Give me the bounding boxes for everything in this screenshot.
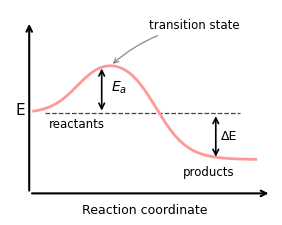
Text: Reaction coordinate: Reaction coordinate — [82, 204, 208, 217]
Text: transition state: transition state — [114, 19, 240, 63]
Text: ΔE: ΔE — [221, 130, 238, 143]
Text: products: products — [182, 166, 234, 179]
Text: reactants: reactants — [49, 118, 105, 131]
Text: E: E — [16, 103, 25, 118]
Text: $E_a$: $E_a$ — [111, 80, 127, 96]
